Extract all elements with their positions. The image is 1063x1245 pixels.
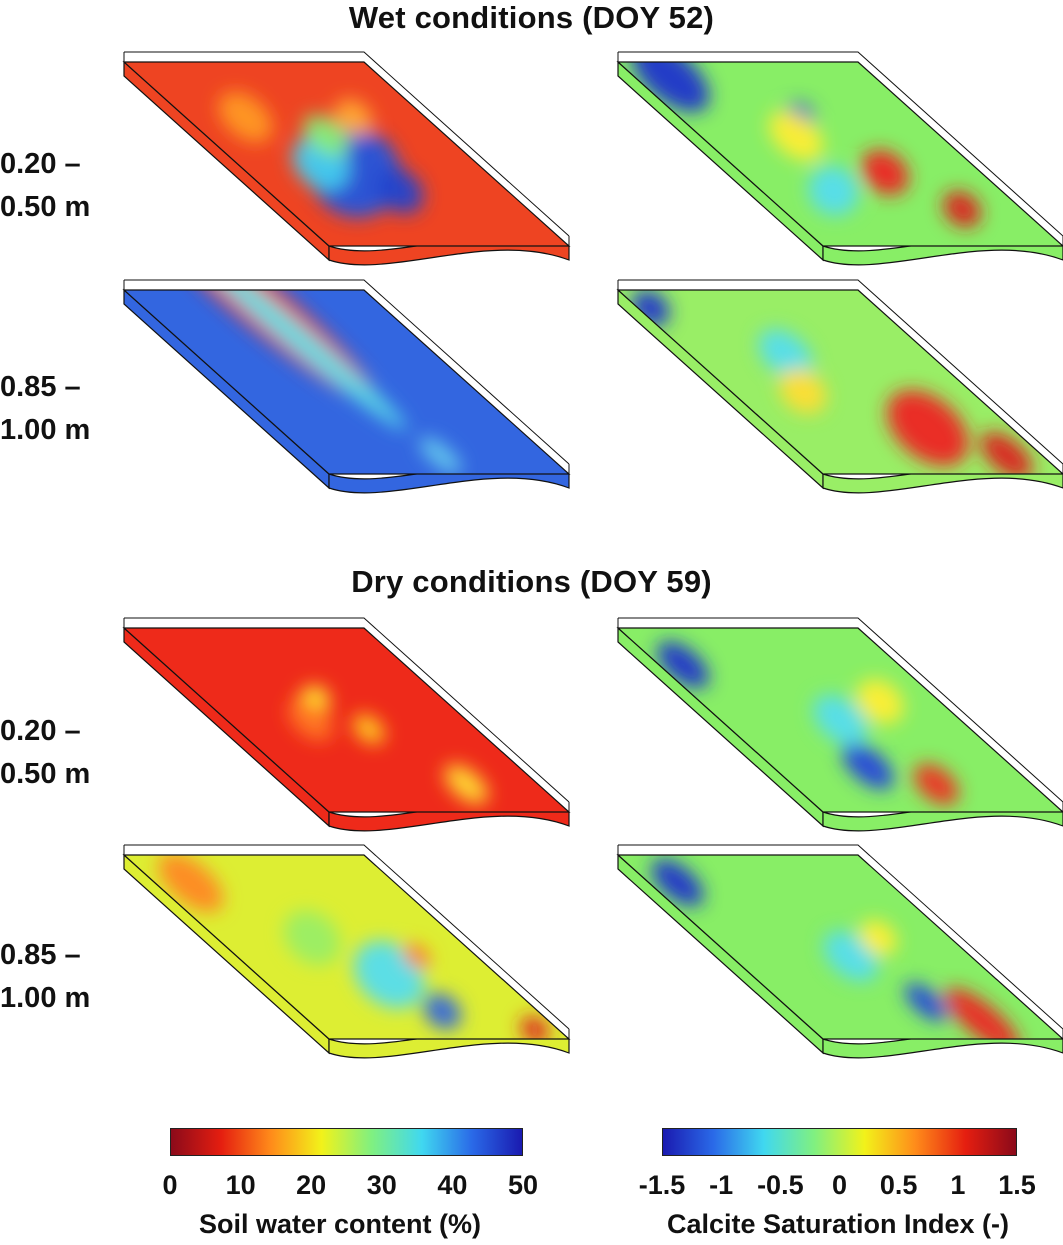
colorbar-tick: 1 [950,1170,966,1200]
slab-dry-deep-calcite [616,844,1063,1059]
soil-water-colorbar [170,1128,523,1156]
wet-section-title: Wet conditions (DOY 52) [348,0,715,35]
colorbar-tick: -1.5 [638,1170,686,1200]
colorbar-tick: 20 [296,1170,327,1200]
slab-dry-shallow-calcite [616,617,1063,832]
depth-label-dry-deep: 0.85 –1.00 m [0,939,91,1014]
slab-wet-shallow-calcite [616,51,1063,266]
colorbar-tick: 10 [225,1170,256,1200]
colorbar-tick: 40 [437,1170,468,1200]
slab-outline [616,61,1063,247]
slab-outline [616,289,1063,475]
slab-box-edge [618,844,1063,1030]
soil-water-colorbar-label: Soil water content (%) [198,1209,482,1239]
slab-wet-shallow-water [122,51,571,266]
depth-label-wet-shallow: 0.20 –0.50 m [0,148,91,223]
slab-box-edge [618,279,1063,465]
colorbar-tick: 50 [507,1170,539,1200]
colorbar-tick: 30 [366,1170,397,1200]
colorbar-tick: 1.5 [998,1170,1036,1200]
depth-label-wet-deep: 0.85 –1.00 m [0,371,91,446]
depth-label-dry-shallow: 0.20 –0.50 m [0,715,91,790]
colorbar-tick: 0.5 [879,1170,918,1200]
slab-wet-deep-water [122,279,571,494]
colorbar-tick: 0 [831,1170,848,1200]
colorbar-tick: -0.5 [757,1170,804,1200]
colorbar-tick: 0 [162,1170,178,1200]
slab-box-edge [618,51,1063,237]
slab-outline [616,627,1063,813]
slab-box-edge [124,617,570,803]
slab-box-edge [124,51,570,237]
calcite-colorbar-label: Calcite Saturation Index (-) [666,1209,1010,1239]
dry-section-title: Dry conditions (DOY 59) [351,564,712,599]
slab-box-edge [124,279,570,465]
slab-box-edge [618,617,1063,803]
slab-dry-deep-water [122,844,571,1059]
colorbar-tick: -1 [709,1170,734,1200]
slab-wet-deep-calcite [616,279,1063,494]
calcite-colorbar [662,1128,1017,1156]
slab-dry-shallow-water [122,617,571,832]
slab-box-edge [124,844,570,1030]
slab-outline [616,854,1063,1040]
